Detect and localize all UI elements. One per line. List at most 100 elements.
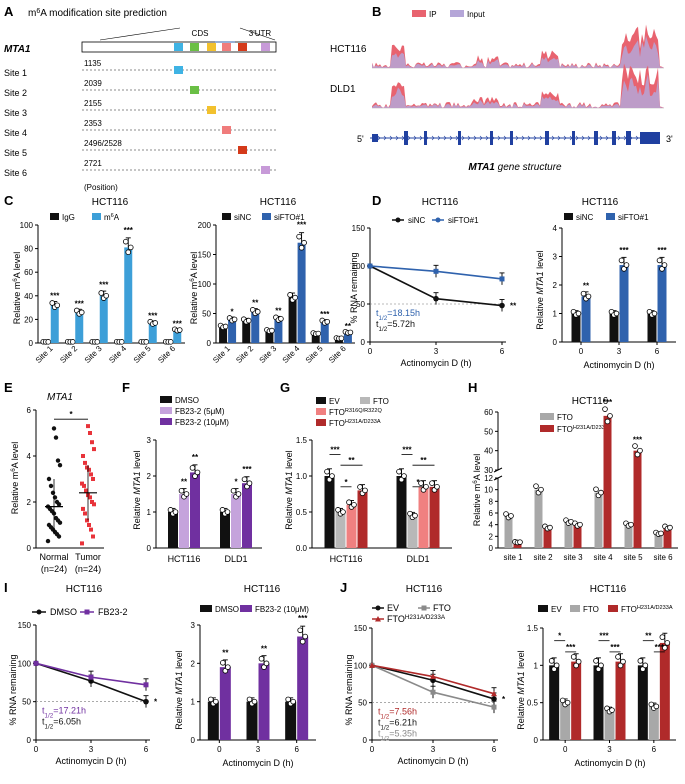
site-marker <box>190 86 199 94</box>
replicate-point <box>172 509 179 515</box>
axis-label-group: Relative m6A level <box>10 442 21 515</box>
bar <box>231 494 241 548</box>
x-tick-label: 6 <box>294 745 299 754</box>
bar <box>320 321 329 343</box>
x-tick-label: 3 <box>256 745 261 754</box>
x-tick-label: Site 5 <box>132 344 153 365</box>
replicate-point <box>347 329 354 336</box>
bar <box>297 636 309 740</box>
axis-label-group: Relative m6A level <box>12 252 23 325</box>
chart-title: HCT116 <box>244 584 281 595</box>
data-point <box>499 276 505 282</box>
x-axis-label: Actinomycin D (h) <box>583 360 654 370</box>
sample-point <box>84 488 88 493</box>
y-tick-label: 0 <box>553 338 558 347</box>
replicate-point <box>632 443 638 449</box>
legend-marker <box>84 609 90 615</box>
replicate-point <box>604 418 611 425</box>
bar <box>603 415 612 548</box>
panel-d-left: HCT116 siNC siFTO#1 % RNA remaining 0 50 100 15… <box>349 197 517 368</box>
replicate-point <box>278 316 284 322</box>
y-tick-label: 3 <box>191 621 196 630</box>
x-tick-label: Site 2 <box>234 344 255 365</box>
replicate-point <box>548 658 555 664</box>
legend-swatch <box>200 605 212 612</box>
replicate-point <box>94 339 101 345</box>
replicate-point <box>429 480 435 486</box>
legend-marker <box>375 616 381 622</box>
bar <box>50 305 59 343</box>
data-point <box>491 690 497 697</box>
legend-swatch <box>538 605 548 612</box>
bar <box>324 476 335 548</box>
y-axis-label: Relative MTA1 level <box>132 450 142 529</box>
bar <box>220 512 230 548</box>
replicate-point <box>118 339 125 345</box>
significance-label: *** <box>320 310 330 319</box>
significance-label: * <box>416 478 420 487</box>
cds-pointer <box>239 27 276 41</box>
legend-label: IgG <box>62 213 75 222</box>
panel-a-title: m6A modification site prediction <box>28 8 167 20</box>
intron-arrow <box>395 135 399 141</box>
bar <box>624 524 633 548</box>
bar <box>343 332 352 343</box>
tick-label-group: Site 1 <box>34 344 55 365</box>
y-axis-label: Relative MTA1 level <box>284 450 294 529</box>
panel-letter: H <box>468 380 477 395</box>
panel-c-left: HCT116 IgG m6A Relative m6A level 0 20 40 60 80 1… <box>12 197 185 365</box>
exon <box>545 131 549 145</box>
intron-arrow <box>635 135 639 141</box>
legend-swatch <box>50 213 59 220</box>
x-tick-label: Site 3 <box>257 344 278 365</box>
bar <box>504 515 513 548</box>
replicate-point <box>613 310 620 317</box>
tick-label-group: Site 5 <box>132 344 153 365</box>
sample-point <box>83 511 87 516</box>
replicate-point <box>338 335 345 342</box>
y-tick-label: 100 <box>20 221 34 230</box>
legend-swatch <box>608 605 618 612</box>
y-tick-label: 0 <box>191 736 196 745</box>
significance-label: *** <box>566 643 576 652</box>
y-tick-label: 150 <box>354 624 368 633</box>
y-axis-label: Relative m6A level <box>12 252 23 325</box>
x-tick-label: Site 6 <box>327 344 348 365</box>
replicate-point <box>290 698 296 705</box>
replicate-point <box>661 262 668 268</box>
exon <box>510 131 513 145</box>
x-tick-label: Site 1 <box>34 344 55 365</box>
replicate-point <box>346 499 352 506</box>
sample-size-label: (n=24) <box>75 564 101 574</box>
intron-arrow <box>377 135 381 141</box>
significance-label: ** <box>275 307 282 316</box>
significance-label: ** <box>261 644 268 653</box>
data-point <box>433 268 439 274</box>
replicate-point <box>220 659 226 666</box>
replicate-point <box>167 507 174 513</box>
data-point <box>88 674 94 680</box>
legend-swatch <box>160 396 172 403</box>
significance-label: *** <box>173 319 183 328</box>
intron-arrow <box>461 135 465 141</box>
x-axis-label: Actinomycin D (h) <box>400 358 471 368</box>
data-point <box>491 704 497 710</box>
ip-coverage <box>372 24 664 68</box>
replicate-point <box>251 698 258 705</box>
legend-item: FTOH231A/D233A <box>372 614 446 624</box>
significance-label: *** <box>610 643 620 652</box>
y-tick-label: 150 <box>352 224 366 233</box>
legend-swatch <box>92 213 101 220</box>
bar <box>534 489 543 548</box>
y-tick-label: 2 <box>553 281 558 290</box>
exon <box>640 132 660 144</box>
legend-swatch <box>360 397 370 404</box>
replicate-point <box>103 292 110 299</box>
site-marker <box>238 146 247 154</box>
legend-label: DMSO <box>175 396 199 405</box>
replicate-point <box>335 507 341 513</box>
significance-label: ** <box>645 632 652 641</box>
panel-letter: I <box>4 580 8 595</box>
replicate-point <box>617 662 624 669</box>
position-footnote: (Position) <box>84 183 118 192</box>
